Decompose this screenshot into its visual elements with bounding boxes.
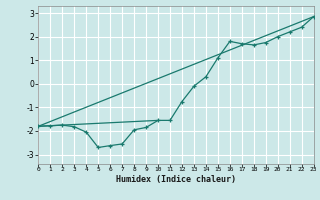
X-axis label: Humidex (Indice chaleur): Humidex (Indice chaleur) [116,175,236,184]
